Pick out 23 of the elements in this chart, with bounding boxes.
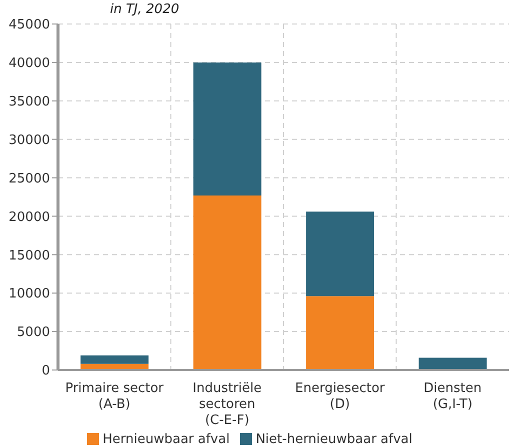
x-tick-label: Primaire sector (A-B) — [65, 381, 164, 412]
bar — [193, 62, 262, 196]
bar — [80, 355, 149, 364]
y-tick-label: 35000 — [8, 94, 50, 110]
x-tick-label: Energiesector (D) — [295, 381, 386, 412]
legend-label: Hernieuwbaar afval — [102, 432, 230, 447]
y-tick-label: 45000 — [8, 18, 50, 33]
y-tick-label: 40000 — [8, 56, 50, 72]
bar — [306, 212, 374, 296]
bar — [193, 195, 262, 370]
x-tick-label: Diensten (G,I-T) — [424, 381, 482, 412]
bar — [306, 296, 374, 370]
y-tick-label: 25000 — [8, 171, 50, 186]
y-tick-label: 30000 — [8, 132, 50, 148]
y-tick-label: 20000 — [8, 210, 50, 225]
y-tick-label: 0 — [42, 364, 50, 379]
chart-title: in TJ, 2020 — [110, 2, 180, 17]
y-tick-label: 10000 — [8, 286, 50, 302]
bar — [418, 358, 487, 370]
y-tick-label: 5000 — [16, 325, 50, 340]
y-tick-label: 15000 — [8, 248, 50, 264]
x-tick-label: Industriële sectoren (C-E-F) — [192, 381, 262, 428]
legend-label: Niet-hernieuwbaar afval — [256, 432, 412, 447]
